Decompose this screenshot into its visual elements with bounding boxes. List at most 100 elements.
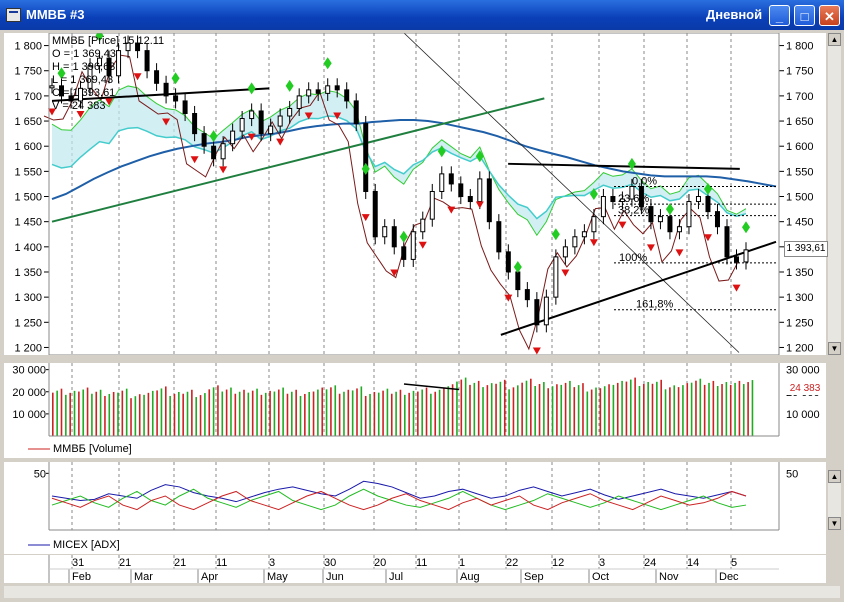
maximize-button[interactable]: □ bbox=[794, 5, 815, 26]
adx-panel[interactable]: 50 50 MICEX [ADX] bbox=[4, 462, 826, 554]
y-tick-label-right: 1 200 bbox=[786, 342, 814, 354]
candle-body bbox=[410, 231, 416, 260]
candle-body bbox=[106, 57, 112, 77]
horizontal-scrollbar[interactable] bbox=[4, 586, 840, 598]
volume-bar bbox=[382, 390, 384, 436]
volume-bar bbox=[490, 383, 493, 436]
volume-bar bbox=[164, 386, 167, 436]
volume-bar bbox=[121, 390, 124, 436]
day-label: 5 bbox=[731, 557, 737, 569]
buy-signal-icon bbox=[247, 82, 256, 95]
candle-body bbox=[429, 190, 435, 220]
candle-body bbox=[505, 251, 511, 273]
scroll-down-icon[interactable]: ▼ bbox=[828, 342, 841, 355]
sell-arrow-icon bbox=[504, 294, 513, 302]
candle-body bbox=[97, 57, 103, 67]
day-label: 21 bbox=[119, 557, 131, 569]
adx-chart[interactable]: 50 50 bbox=[4, 462, 826, 554]
y-tick-label: 1 350 bbox=[14, 267, 42, 279]
cloud-lower-line bbox=[51, 115, 747, 220]
month-label: Feb bbox=[72, 571, 91, 583]
cloud-upper-line bbox=[51, 85, 747, 237]
sell-arrow-icon bbox=[703, 234, 712, 242]
volume-bar bbox=[186, 391, 189, 436]
month-label: Sep bbox=[524, 571, 544, 583]
price-legend: ММВБ [Price] 15.12.11 O = 1 369,43 H = 1… bbox=[52, 35, 164, 113]
adx-scroll-down-icon[interactable]: ▼ bbox=[828, 517, 841, 530]
candle-body bbox=[315, 89, 321, 94]
y-tick-label-right: 1 600 bbox=[786, 141, 814, 153]
volume-bar bbox=[447, 386, 450, 436]
volume-bar bbox=[56, 390, 58, 436]
volume-bar bbox=[143, 394, 145, 436]
volume-bar bbox=[264, 392, 267, 436]
sell-arrow-icon bbox=[48, 108, 56, 116]
day-label: 3 bbox=[269, 557, 275, 569]
y-tick-label-right: 1 250 bbox=[786, 317, 814, 329]
sell-arrow-icon bbox=[247, 133, 256, 141]
candle-body bbox=[619, 198, 625, 203]
trendline bbox=[508, 162, 740, 170]
volume-bar bbox=[238, 391, 241, 436]
legend-close: C = 1 393,61 bbox=[52, 87, 116, 99]
adx-scroll-up-icon[interactable]: ▲ bbox=[828, 470, 841, 483]
adx-scrollbar[interactable]: ▲ ▼ bbox=[828, 470, 841, 530]
candle-body bbox=[695, 196, 701, 203]
volume-bar bbox=[347, 389, 350, 436]
legend-open: O = 1 369,43 bbox=[52, 48, 116, 60]
candle-body bbox=[249, 110, 255, 120]
buy-signal-icon bbox=[589, 188, 598, 200]
candle-body bbox=[705, 196, 711, 213]
volume-bar bbox=[443, 388, 445, 436]
candle-body bbox=[258, 110, 264, 135]
sell-arrow-icon bbox=[732, 284, 741, 292]
candle-body bbox=[163, 82, 169, 97]
price-scrollbar[interactable]: ▲ ▼ bbox=[828, 33, 841, 355]
day-label: 11 bbox=[216, 557, 227, 569]
candle-body bbox=[553, 256, 559, 298]
volume-bar bbox=[525, 380, 528, 436]
volume-bar bbox=[69, 392, 71, 436]
y-tick-label-right: 1 700 bbox=[786, 91, 814, 103]
candle-body bbox=[135, 42, 141, 52]
volume-bar bbox=[734, 382, 736, 436]
sell-arrow-icon bbox=[333, 112, 342, 120]
volume-bar bbox=[708, 382, 710, 436]
sell-arrow-icon bbox=[561, 269, 570, 277]
volume-bar bbox=[395, 391, 397, 436]
sell-arrow-icon bbox=[532, 347, 541, 355]
lagging-span-line bbox=[43, 54, 739, 351]
volume-bar bbox=[747, 382, 749, 436]
candle-body bbox=[458, 183, 464, 198]
price-panel[interactable]: 1 800 1 750 1 700 1 650 1 600 1 550 1 500 1 450… bbox=[4, 21, 828, 356]
volume-bar bbox=[421, 389, 423, 436]
close-button[interactable]: ✕ bbox=[819, 5, 840, 26]
candle-body bbox=[600, 196, 606, 218]
volume-bar bbox=[551, 386, 554, 436]
scroll-up-icon[interactable]: ▲ bbox=[828, 33, 841, 46]
volume-legend: ММВБ [Volume] bbox=[53, 443, 132, 455]
volume-bar bbox=[299, 395, 302, 436]
price-chart[interactable]: 1 800 1 750 1 700 1 650 1 600 1 550 1 500 1 450… bbox=[4, 21, 826, 356]
app-icon[interactable] bbox=[6, 8, 21, 22]
volume-bar bbox=[317, 389, 319, 436]
volume-bar bbox=[312, 391, 315, 436]
minimize-button[interactable]: _ bbox=[769, 5, 790, 26]
volume-bar bbox=[325, 389, 328, 436]
timeframe-label[interactable]: Дневной bbox=[706, 7, 763, 22]
volume-bar bbox=[282, 387, 284, 436]
volume-bar bbox=[230, 387, 232, 436]
fib-label: 100% bbox=[619, 252, 647, 264]
volume-bar bbox=[86, 387, 89, 436]
volume-bar bbox=[104, 395, 106, 436]
volume-bar bbox=[464, 377, 467, 436]
volume-bar bbox=[260, 394, 263, 436]
legend-low: L = 1 369,43 bbox=[52, 74, 114, 86]
volume-bar bbox=[377, 392, 380, 436]
volume-bar bbox=[369, 393, 371, 436]
y-tick-label-right: 1 750 bbox=[786, 66, 814, 78]
volume-bar bbox=[243, 389, 245, 436]
volume-bar bbox=[460, 379, 463, 436]
